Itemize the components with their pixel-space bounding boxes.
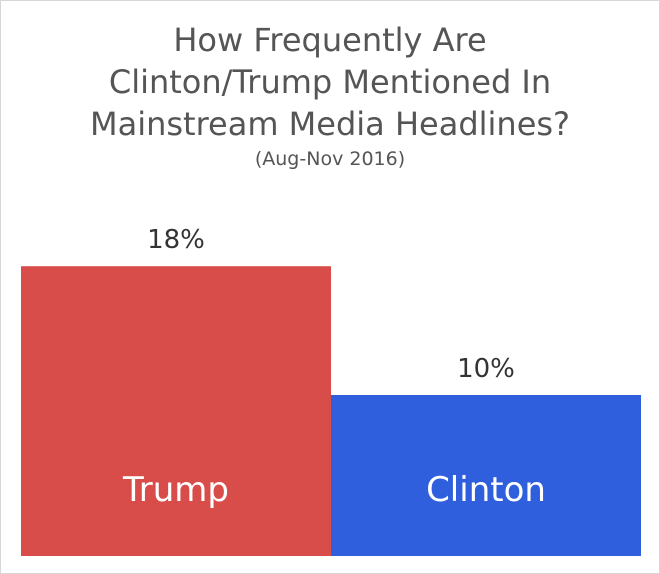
chart-title-line-2: Clinton/Trump Mentioned In [108, 63, 552, 101]
value-label-trump: 18% [147, 225, 205, 255]
value-label-clinton: 10% [457, 354, 515, 384]
bar-trump [21, 266, 331, 556]
chart-title-block: How Frequently Are Clinton/Trump Mention… [1, 19, 659, 171]
chart-title-line-3: Mainstream Media Headlines? [89, 105, 571, 143]
bar-clinton [331, 395, 641, 556]
chart-title-line-1: How Frequently Are [173, 21, 487, 59]
category-label-trump: Trump [122, 470, 229, 510]
category-label-clinton: Clinton [426, 470, 546, 510]
chart-subtitle: (Aug-Nov 2016) [254, 148, 406, 170]
